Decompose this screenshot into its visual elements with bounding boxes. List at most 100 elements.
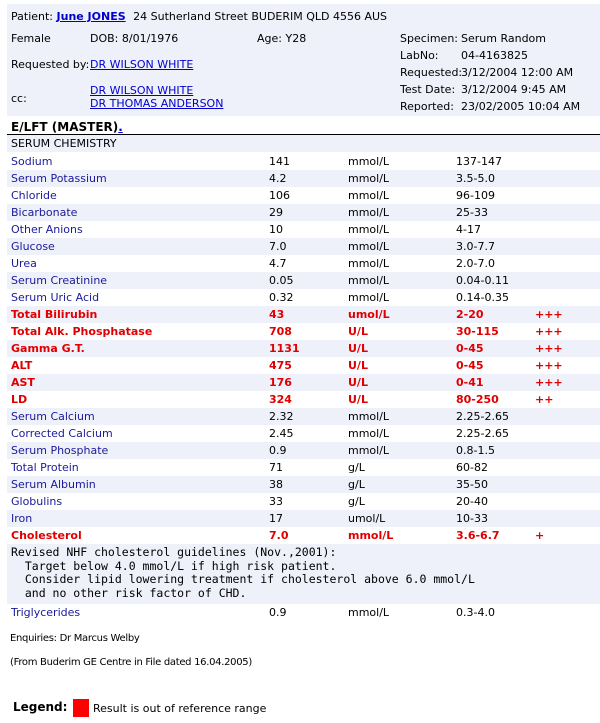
test-range: 96-109 — [456, 189, 495, 202]
test-range: 0.04-0.11 — [456, 274, 509, 287]
test-range: 80-250 — [456, 393, 499, 406]
test-name-link[interactable]: Triglycerides — [11, 606, 81, 619]
testdate-label: Test Date: — [400, 83, 456, 96]
test-value: 0.9 — [269, 444, 287, 457]
test-flag: + — [535, 529, 545, 542]
table-row: Bicarbonate 29 mmol/L 25-33 — [7, 204, 600, 221]
test-value: 43 — [269, 308, 285, 321]
test-name-link[interactable]: Serum Phosphate — [11, 444, 109, 457]
legend-label: Legend: — [13, 700, 68, 714]
requested-by-label: Requested by: — [11, 58, 90, 71]
table-row: Sodium 141 mmol/L 137-147 — [7, 153, 600, 170]
cc-doctor-link[interactable]: DR WILSON WHITE — [90, 84, 194, 97]
test-name-link[interactable]: Serum Potassium — [11, 172, 107, 185]
cc-label: cc: — [11, 92, 27, 105]
test-value: 29 — [269, 206, 283, 219]
test-range: 2.0-7.0 — [456, 257, 495, 270]
patient-label: Patient: — [11, 10, 54, 23]
test-flag: +++ — [535, 325, 563, 338]
note-text: Revised NHF cholesterol guidelines (Nov.… — [11, 545, 475, 600]
test-value: 2.32 — [269, 410, 294, 423]
section-title: SERUM CHEMISTRY — [11, 137, 117, 150]
test-unit: umol/L — [348, 308, 390, 321]
requested-label: Requested: — [400, 66, 463, 79]
table-row: Globulins 33 g/L 20-40 — [7, 493, 600, 510]
report-title-link[interactable]: . — [118, 120, 123, 134]
test-name-link[interactable]: Corrected Calcium — [11, 427, 113, 440]
reported-value: 23/02/2005 10:04 AM — [461, 100, 581, 113]
test-flag: +++ — [535, 376, 563, 389]
test-value: 38 — [269, 478, 283, 491]
test-value: 708 — [269, 325, 292, 338]
test-name-link[interactable]: Bicarbonate — [11, 206, 78, 219]
test-name-link[interactable]: Total Protein — [11, 461, 79, 474]
testdate-value: 3/12/2004 9:45 AM — [461, 83, 567, 96]
test-name-link[interactable]: Serum Creatinine — [11, 274, 108, 287]
test-name-link[interactable]: Total Alk. Phosphatase — [11, 325, 153, 338]
test-unit: mmol/L — [348, 172, 390, 185]
test-range: 0.8-1.5 — [456, 444, 495, 457]
patient-name-link[interactable]: June JONES — [56, 10, 126, 23]
table-row: Chloride 106 mmol/L 96-109 — [7, 187, 600, 204]
table-row: Gamma G.T. 1131 U/L 0-45 +++ — [7, 340, 600, 357]
cc-doctor-link[interactable]: DR THOMAS ANDERSON — [90, 97, 224, 110]
test-range: 60-82 — [456, 461, 488, 474]
test-unit: mmol/L — [348, 529, 394, 542]
test-unit: mmol/L — [348, 444, 390, 457]
test-name-link[interactable]: Sodium — [11, 155, 53, 168]
test-value: 176 — [269, 376, 292, 389]
test-name-link[interactable]: Total Bilirubin — [11, 308, 98, 321]
test-value: 17 — [269, 512, 283, 525]
test-range: 25-33 — [456, 206, 488, 219]
report-title: E/LFT (MASTER). — [11, 120, 123, 134]
table-row: Serum Calcium 2.32 mmol/L 2.25-2.65 — [7, 408, 600, 425]
test-name-link[interactable]: Urea — [11, 257, 37, 270]
test-unit: g/L — [348, 478, 365, 491]
reported-label: Reported: — [400, 100, 454, 113]
test-value: 0.05 — [269, 274, 294, 287]
test-name-link[interactable]: Globulins — [11, 495, 63, 508]
test-range: 0.14-0.35 — [456, 291, 509, 304]
patient-address: 24 Sutherland Street BUDERIM QLD 4556 AU… — [133, 10, 388, 23]
labno-label: LabNo: — [400, 49, 439, 62]
test-unit: mmol/L — [348, 206, 390, 219]
patient-line: Patient: June JONES 24 Sutherland Street… — [11, 10, 387, 23]
test-value: 7.0 — [269, 529, 289, 542]
test-name-link[interactable]: LD — [11, 393, 28, 406]
test-name-link[interactable]: Chloride — [11, 189, 57, 202]
test-unit: U/L — [348, 393, 368, 406]
table-row: AST 176 U/L 0-41 +++ — [7, 374, 600, 391]
table-row: Serum Phosphate 0.9 mmol/L 0.8-1.5 — [7, 442, 600, 459]
test-name-link[interactable]: Serum Albumin — [11, 478, 96, 491]
test-value: 141 — [269, 155, 290, 168]
test-name-link[interactable]: Cholesterol — [11, 529, 82, 542]
report-title-text: E/LFT (MASTER) — [11, 120, 119, 134]
requested-by-link[interactable]: DR WILSON WHITE — [90, 58, 194, 71]
test-name-link[interactable]: Serum Uric Acid — [11, 291, 100, 304]
test-range: 0-45 — [456, 359, 484, 372]
table-row: Serum Creatinine 0.05 mmol/L 0.04-0.11 — [7, 272, 600, 289]
test-name-link[interactable]: AST — [11, 376, 35, 389]
test-value: 324 — [269, 393, 292, 406]
test-flag: ++ — [535, 393, 554, 406]
test-range: 2.25-2.65 — [456, 427, 509, 440]
test-range: 10-33 — [456, 512, 488, 525]
test-name-link[interactable]: Glucose — [11, 240, 55, 253]
test-unit: mmol/L — [348, 257, 390, 270]
test-name-link[interactable]: Other Anions — [11, 223, 83, 236]
test-unit: mmol/L — [348, 240, 390, 253]
specimen-label: Specimen: — [400, 32, 458, 45]
test-name-link[interactable]: Iron — [11, 512, 33, 525]
enquiries: Enquiries: Dr Marcus Welby — [10, 633, 140, 644]
test-range: 30-115 — [456, 325, 499, 338]
test-unit: U/L — [348, 376, 368, 389]
legend-text: Result is out of reference range — [93, 702, 267, 715]
test-name-link[interactable]: Gamma G.T. — [11, 342, 85, 355]
results-table-continued: Triglycerides 0.9 mmol/L 0.3-4.0 — [7, 604, 600, 621]
test-unit: U/L — [348, 342, 368, 355]
test-name-link[interactable]: Serum Calcium — [11, 410, 95, 423]
table-row: Serum Albumin 38 g/L 35-50 — [7, 476, 600, 493]
test-range: 2.25-2.65 — [456, 410, 509, 423]
test-unit: g/L — [348, 461, 365, 474]
test-name-link[interactable]: ALT — [11, 359, 33, 372]
